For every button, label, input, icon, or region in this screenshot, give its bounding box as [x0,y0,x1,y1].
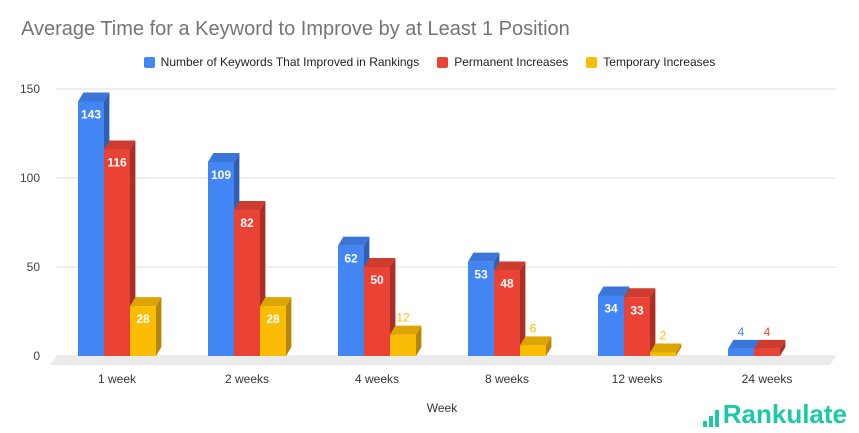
bar-side [546,336,552,356]
bar [234,210,260,356]
bar [728,348,754,356]
y-tick-label: 0 [33,349,40,363]
bar-side [286,297,292,356]
data-label: 50 [370,273,384,287]
bar-top [468,252,500,262]
legend-label-permanent: Permanent Increases [454,55,569,69]
y-tick-label: 150 [20,82,40,96]
bar-top [728,339,760,349]
chart-title: Average Time for a Keyword to Improve by… [21,18,570,40]
bar [468,261,494,356]
bar-top [208,152,240,162]
y-tick-label: 50 [27,260,41,274]
data-label: 53 [474,268,488,282]
data-label: 116 [107,156,127,170]
data-label: 2 [660,328,667,342]
bar [130,306,156,356]
legend-swatch-improved [143,56,155,68]
data-label: 82 [240,216,254,230]
bar-top [650,343,682,353]
bar-top [104,140,136,150]
bar-side [676,343,682,356]
bar-top [494,261,526,271]
bar-chart-icon [702,409,719,427]
legend-label-improved: Number of Keywords That Improved in Rank… [160,55,420,69]
legend-item-improved: Number of Keywords That Improved in Rank… [143,55,420,69]
bar [624,297,650,356]
x-tick-label: 2 weeks [225,372,269,386]
bar-side [650,288,656,356]
bar-side [416,325,422,356]
bar [208,161,234,356]
legend-label-temporary: Temporary Increases [603,55,716,69]
legend-item-temporary: Temporary Increases [586,55,715,69]
brand-name: Rankulate [722,399,847,429]
data-label: 4 [764,325,771,339]
bar [650,352,676,356]
bar-top [520,336,552,346]
bar-top [130,297,162,307]
chart-floor [50,356,836,365]
bar-top [78,92,110,102]
bar-top [390,325,422,335]
bar [494,270,520,356]
bar [390,334,416,356]
y-tick-label: 100 [20,171,40,185]
bar-side [520,261,526,356]
data-label: 12 [396,311,410,325]
x-tick-label: 8 weeks [485,372,529,386]
legend-swatch-permanent [437,56,449,68]
x-axis-title: Week [427,401,458,415]
data-label: 34 [604,301,618,315]
data-label: 28 [136,312,150,326]
legend-swatch-temporary [586,56,598,68]
bar-side [780,339,786,356]
bar [598,295,624,356]
bar-top [338,236,370,246]
bar [754,348,780,356]
data-label: 4 [738,325,745,339]
bar [104,149,130,356]
bar-side [156,297,162,356]
x-tick-label: 24 weeks [742,372,793,386]
legend-item-permanent: Permanent Increases [437,55,568,69]
bar-top [364,258,396,267]
bar [520,345,546,356]
brand-logo: Rankulate [702,399,847,429]
data-label: 48 [500,277,514,291]
bar [78,101,104,357]
bar [260,306,286,356]
bar-top [624,288,656,298]
x-tick-label: 4 weeks [355,372,399,386]
x-tick-label: 12 weeks [612,372,663,386]
bar-top [234,201,266,211]
chart-legend: Number of Keywords That Improved in Rank… [0,55,859,69]
data-label: 6 [530,321,537,335]
bar-top [754,339,786,349]
bar-top [260,297,292,307]
data-label: 28 [266,312,280,326]
bar [364,267,390,356]
data-label: 109 [211,168,231,182]
data-label: 143 [81,107,101,121]
bar-top [598,286,630,296]
data-label: 62 [344,252,358,266]
data-label: 33 [630,303,644,317]
x-tick-label: 1 week [98,372,137,386]
bar [338,245,364,356]
